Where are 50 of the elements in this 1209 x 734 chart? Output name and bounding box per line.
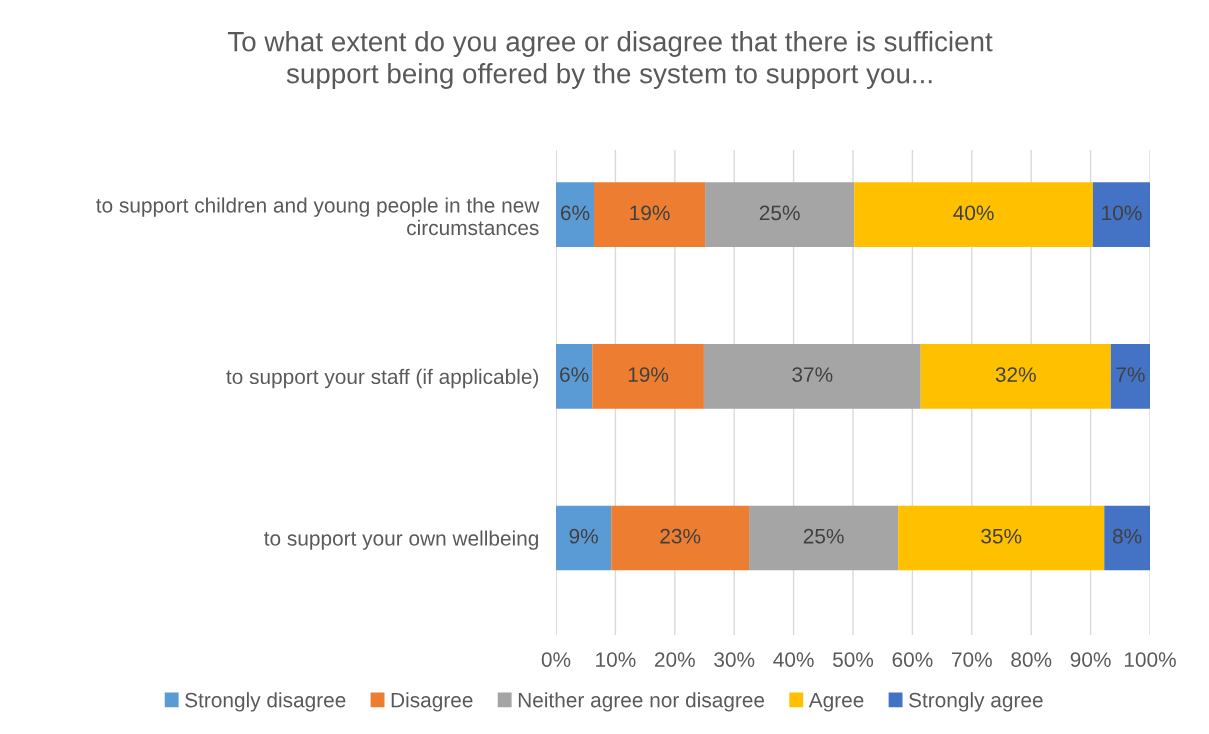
x-tick-label: 30% [714,652,755,667]
bar [854,182,1093,247]
data-label: 35% [981,528,1022,544]
data-label: 6% [560,367,589,382]
bar [920,344,1111,409]
legend-label: Neither agree nor disagree [518,692,765,712]
data-label: 23% [660,528,701,544]
x-tick-label: 60% [892,652,933,667]
data-label: 37% [792,367,833,382]
x-tick-label: 100% [1124,652,1176,667]
legend-label: Strongly disagree [185,692,346,712]
data-label: 19% [630,205,670,221]
bar [556,344,593,409]
x-tick-label: 90% [1070,652,1111,667]
x-tick-label: 20% [655,652,695,667]
data-label: 6% [561,205,590,221]
data-label: 7% [1116,367,1145,382]
x-tick-label: 10% [596,652,636,667]
chart-title: To what extent do you agree or disagree that there is sufficient support being offered by the system to support you... [227,31,993,89]
data-label: 40% [953,205,994,221]
data-label: 25% [759,205,800,221]
x-tick-label: 80% [1011,652,1052,667]
bar [703,344,921,409]
bar [705,182,855,247]
data-label: 25% [803,528,844,544]
bar [1092,182,1150,247]
legend-label: Strongly agree [909,692,1043,712]
data-label: 32% [995,367,1036,382]
legend-label: Agree [808,692,864,712]
bar [749,505,899,571]
bar [556,182,595,247]
x-tick-label: 40% [773,652,814,667]
bar [592,344,704,409]
data-label: 8% [1112,528,1142,544]
bar [1104,505,1150,571]
y-tick-label: to support your own wellbeing [264,530,539,550]
x-tick-label: 70% [952,652,992,667]
x-tick-label: 0% [541,652,571,667]
data-label: 9% [569,528,598,544]
bar [611,505,750,571]
data-label: 10% [1102,205,1142,221]
data-label: 19% [628,367,669,382]
x-tick-label: 50% [832,652,874,667]
legend-label: Disagree [391,692,473,712]
y-tick-label: to support your staff (if applicable) [226,368,539,389]
bar [1110,344,1150,409]
bar [556,505,612,571]
bar [898,505,1105,571]
y-tick-label: to support children and young people in the new circumstances [96,197,540,236]
bar [594,182,706,247]
